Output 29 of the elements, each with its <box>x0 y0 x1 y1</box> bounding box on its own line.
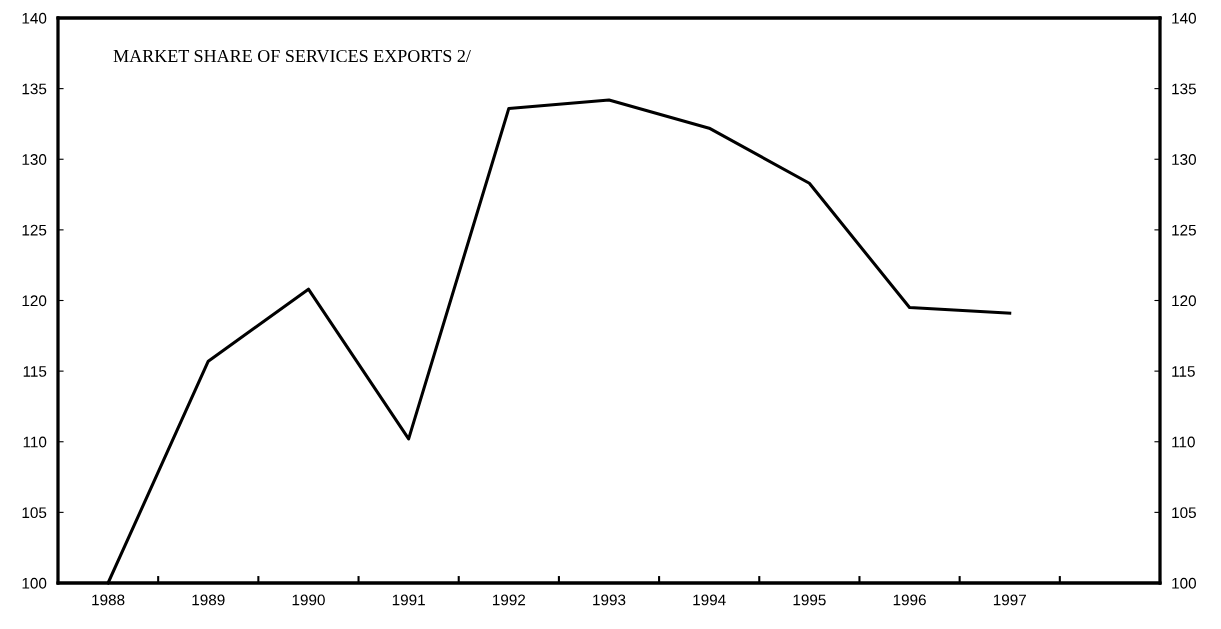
y2-tick-label: 125 <box>1172 224 1196 236</box>
x-tick-label: 1989 <box>192 594 225 606</box>
y-tick-label: 135 <box>22 83 47 95</box>
x-tick-label: 1991 <box>392 594 425 606</box>
y2-tick-label: 120 <box>1172 295 1196 307</box>
y-tick-label: 105 <box>22 507 47 519</box>
y2-tick-label: 110 <box>1172 436 1195 448</box>
x-tick-label: 1997 <box>993 594 1026 606</box>
y-tick-label: 115 <box>23 366 47 377</box>
y2-tick-label: 135 <box>1172 83 1196 95</box>
y2-tick-label: 105 <box>1172 507 1196 519</box>
x-tick-label: 1994 <box>693 594 726 606</box>
y-tick-label: 130 <box>22 154 47 165</box>
y-tick-label: 120 <box>22 295 47 307</box>
y2-tick-label: 100 <box>1172 577 1196 589</box>
x-tick-label: 1992 <box>492 594 526 606</box>
y-tick-label: 140 <box>22 12 47 24</box>
x-tick-label: 1996 <box>893 594 926 606</box>
x-tick-label: 1993 <box>593 594 626 606</box>
y2-tick-label: 115 <box>1172 366 1195 377</box>
y2-tick-label: 140 <box>1172 12 1196 24</box>
x-tick-label: 1990 <box>292 594 325 606</box>
text: MARKET SHARE OF SERVICES EXPORTS 2/ <box>113 49 471 63</box>
x-tick-label: 1988 <box>92 594 125 606</box>
x-tick-label: 1995 <box>793 594 826 606</box>
y-tick-label: 125 <box>22 224 47 236</box>
y-tick-label: 100 <box>22 577 47 589</box>
y2-tick-label: 130 <box>1172 154 1196 165</box>
y-tick-label: 110 <box>23 436 47 448</box>
